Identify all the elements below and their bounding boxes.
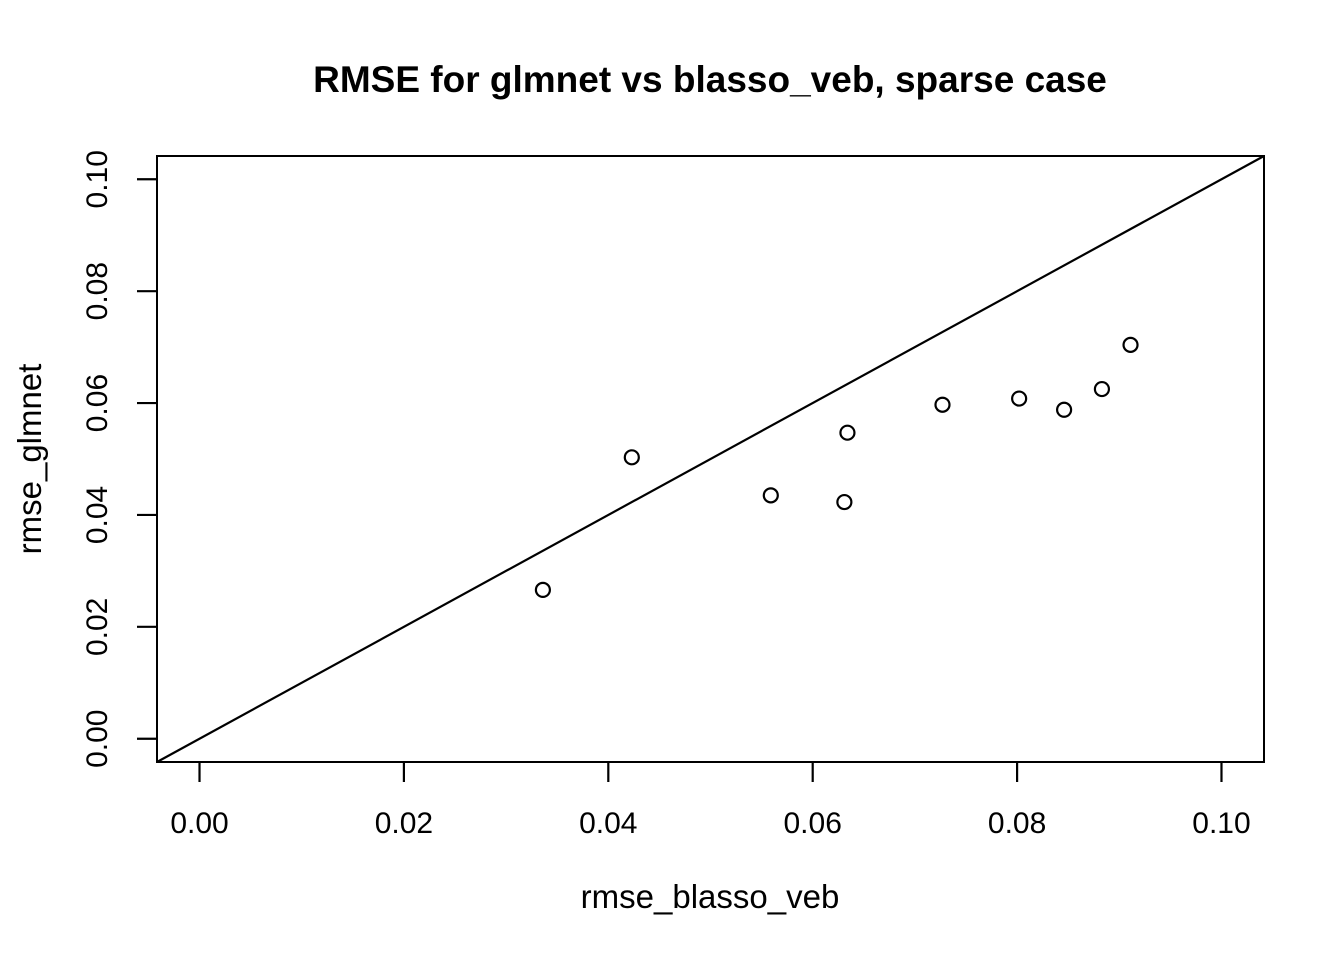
y-tick-label: 0.04 — [81, 486, 114, 544]
y-tick-label: 0.08 — [81, 262, 114, 320]
data-point — [836, 493, 853, 511]
identity-line — [156, 155, 1265, 763]
y-axis-title: rmse_glmnet — [11, 364, 48, 555]
data-point — [1122, 336, 1139, 353]
x-tick-label: 0.00 — [170, 807, 228, 840]
data-point — [762, 487, 779, 504]
x-axis: 0.00 0.02 0.04 0.06 0.08 0.10 — [170, 762, 1251, 840]
x-axis-title: rmse_blasso_veb — [581, 878, 840, 915]
data-points — [534, 336, 1139, 599]
y-tick-label: 0.02 — [81, 598, 114, 656]
data-point — [534, 581, 551, 599]
x-tick-label: 0.08 — [988, 807, 1046, 840]
x-tick-label: 0.02 — [375, 807, 433, 840]
y-axis: 0.00 0.02 0.04 0.06 0.08 0.10 — [81, 150, 157, 768]
data-point — [1056, 401, 1073, 418]
data-point — [1011, 390, 1028, 407]
data-point — [934, 396, 951, 413]
y-tick-label: 0.00 — [81, 710, 114, 768]
plot-box — [156, 155, 1265, 763]
x-tick-label: 0.06 — [784, 807, 842, 840]
data-point — [839, 424, 856, 441]
x-tick-label: 0.10 — [1192, 807, 1250, 840]
y-tick-label: 0.10 — [81, 150, 114, 208]
x-tick-label: 0.04 — [579, 807, 637, 840]
chart-title: RMSE for glmnet vs blasso_veb, sparse ca… — [313, 59, 1107, 100]
y-tick-label: 0.06 — [81, 374, 114, 432]
data-point — [623, 449, 640, 466]
data-point — [1093, 380, 1111, 398]
